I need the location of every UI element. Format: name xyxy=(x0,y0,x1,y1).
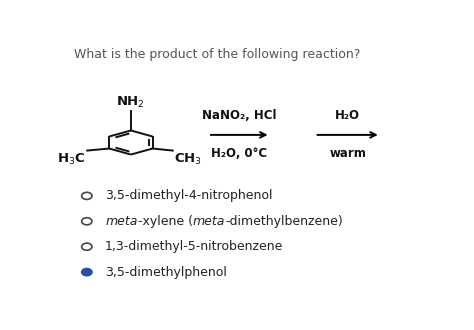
Text: -dimethylbenzene): -dimethylbenzene) xyxy=(225,215,343,228)
Text: What is the product of the following reaction?: What is the product of the following rea… xyxy=(74,49,360,61)
Text: NH$_2$: NH$_2$ xyxy=(117,95,146,110)
Text: -xylene (: -xylene ( xyxy=(137,215,192,228)
Text: meta: meta xyxy=(105,215,137,228)
Text: warm: warm xyxy=(329,147,366,160)
Circle shape xyxy=(82,269,92,276)
Text: CH$_3$: CH$_3$ xyxy=(174,151,202,167)
Text: 3,5-dimethyl-4-nitrophenol: 3,5-dimethyl-4-nitrophenol xyxy=(105,189,273,202)
Text: meta: meta xyxy=(192,215,225,228)
Text: NaNO₂, HCl: NaNO₂, HCl xyxy=(202,109,276,122)
Text: H₂O: H₂O xyxy=(335,109,360,122)
Text: H$_3$C: H$_3$C xyxy=(57,151,86,167)
Text: 3,5-dimethylphenol: 3,5-dimethylphenol xyxy=(105,266,227,279)
Text: H₂O, 0°C: H₂O, 0°C xyxy=(211,147,267,160)
Text: 1,3-dimethyl-5-nitrobenzene: 1,3-dimethyl-5-nitrobenzene xyxy=(105,240,283,253)
